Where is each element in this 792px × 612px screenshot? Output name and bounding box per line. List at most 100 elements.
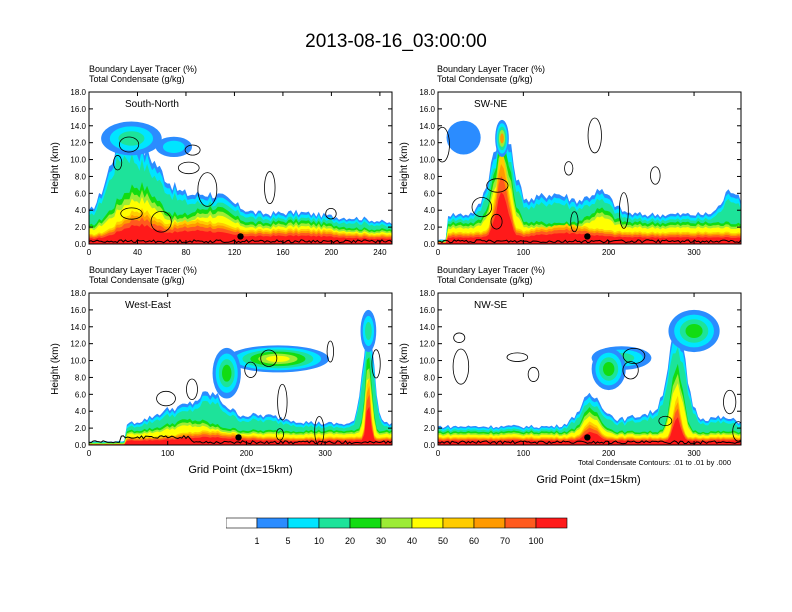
y-tick-label: 14.0	[419, 122, 435, 131]
subtitle-line1: Boundary Layer Tracer (%)	[89, 265, 198, 275]
colorbar-swatch	[535, 517, 568, 529]
colorbar-swatch	[380, 517, 413, 529]
y-tick-label: 12.0	[70, 340, 86, 349]
colorbar-swatch	[226, 517, 258, 529]
terrain-line	[438, 440, 741, 445]
y-tick-label: 2.0	[75, 223, 87, 232]
condensate-contour	[527, 366, 540, 382]
condensate-contour	[622, 361, 639, 380]
condensate-contour	[732, 421, 741, 442]
y-tick-label: 16.0	[419, 105, 435, 114]
condensate-contour	[453, 332, 466, 343]
x-tick-label: 300	[318, 449, 332, 458]
x-tick-label: 300	[687, 449, 701, 458]
anvil-band-1-4	[500, 133, 504, 144]
tracer-band-2	[438, 346, 741, 445]
y-tick-label: 12.0	[419, 139, 435, 148]
colorbar-swatch	[256, 517, 289, 529]
plot-frame	[437, 91, 742, 245]
y-axis-label: Height (km)	[50, 142, 61, 194]
colorbar-label: 70	[500, 536, 510, 546]
anvil-band-2-3	[603, 361, 615, 377]
panel-subtitle: Boundary Layer Tracer (%) Total Condensa…	[437, 64, 545, 84]
anvil-band-0-3	[685, 323, 703, 339]
condensate-contour	[618, 192, 629, 229]
colorbar-label: 1	[254, 536, 259, 546]
y-tick-label: 16.0	[419, 306, 435, 315]
x-tick-label: 80	[182, 248, 191, 257]
location-marker	[235, 434, 242, 441]
condensate-contour	[622, 347, 646, 364]
subtitle-line2: Total Condensate (g/kg)	[89, 275, 185, 285]
y-tick-label: 2.0	[424, 424, 436, 433]
x-tick-label: 160	[276, 248, 290, 257]
y-tick-label: 6.0	[75, 189, 87, 198]
plot-frame	[88, 91, 393, 245]
condensate-contour	[658, 415, 673, 427]
figure-title: 2013-08-16_03:00:00	[305, 31, 487, 52]
tracer-band-9	[438, 192, 741, 244]
location-marker	[584, 233, 591, 240]
contour-footnote: Total Condensate Contours: .01 to .01 by…	[578, 458, 732, 467]
condensate-contour	[486, 178, 509, 193]
y-tick-label: 6.0	[424, 189, 436, 198]
subtitle-line1: Boundary Layer Tracer (%)	[437, 64, 546, 74]
colorbar-label: 40	[407, 536, 417, 546]
y-tick-label: 2.0	[424, 223, 436, 232]
y-tick-label: 18.0	[419, 289, 435, 298]
y-tick-label: 10.0	[70, 357, 86, 366]
y-tick-label: 0.0	[424, 240, 436, 249]
cross-section-title: NW-SE	[474, 300, 507, 311]
tracer-band-3	[438, 363, 741, 445]
colorbar-label: 30	[376, 536, 386, 546]
condensate-contour	[564, 161, 574, 176]
plot-frame	[437, 292, 742, 446]
y-axis-label: Height (km)	[50, 343, 61, 395]
x-tick-label: 100	[517, 449, 531, 458]
cross-section-chart: 0.0 2.0 4.0 6.0 8.0 10.0 12.0 14.0 16.0 18.0 0 100 2…	[399, 88, 742, 257]
y-tick-label: 14.0	[70, 122, 86, 131]
x-axis-label: Grid Point (dx=15km)	[188, 464, 293, 476]
condensate-contour	[325, 207, 337, 220]
cross-section-chart: 0.0 2.0 4.0 6.0 8.0 10.0 12.0 14.0 16.0 18.0 0 40 80…	[50, 88, 393, 257]
x-tick-label: 40	[133, 248, 142, 257]
condensate-contour	[371, 349, 381, 379]
colorbar-swatch	[473, 517, 506, 529]
y-tick-label: 18.0	[419, 88, 435, 97]
colorbar: 1 5 10 20 30 40 50 60 70 100	[226, 517, 568, 546]
condensate-contour	[506, 352, 529, 362]
y-tick-label: 8.0	[75, 373, 87, 382]
terrain-line	[89, 434, 392, 445]
x-tick-label: 240	[373, 248, 387, 257]
y-tick-label: 6.0	[424, 390, 436, 399]
x-tick-label: 0	[436, 248, 441, 257]
anvil-band-1-3	[222, 364, 232, 382]
colorbar-swatch	[318, 517, 351, 529]
y-tick-label: 0.0	[424, 441, 436, 450]
condensate-contour	[452, 348, 470, 385]
x-tick-label: 300	[687, 248, 701, 257]
anvil-band-0-2	[118, 131, 145, 146]
y-tick-label: 8.0	[75, 172, 87, 181]
condensate-contour	[650, 166, 661, 185]
tracer-band-7	[438, 164, 741, 244]
x-tick-label: 0	[436, 449, 441, 458]
condensate-contour	[120, 207, 143, 220]
cross-section-title: South-North	[125, 99, 179, 110]
colorbar-label: 5	[285, 536, 290, 546]
x-tick-label: 200	[240, 449, 254, 458]
y-axis-label: Height (km)	[399, 142, 410, 194]
y-tick-label: 10.0	[419, 357, 435, 366]
subtitle-line2: Total Condensate (g/kg)	[437, 74, 533, 84]
y-tick-label: 4.0	[424, 407, 436, 416]
tracer-band-5	[438, 383, 741, 445]
condensate-contour	[244, 361, 257, 378]
x-tick-label: 0	[87, 248, 92, 257]
y-tick-label: 2.0	[75, 424, 87, 433]
condensate-contour	[275, 428, 284, 441]
condensate-contour	[113, 155, 123, 171]
y-tick-label: 8.0	[424, 172, 436, 181]
colorbar-swatch	[442, 517, 475, 529]
anvil-band-1-1	[162, 140, 185, 153]
cross-section-chart: 0.0 2.0 4.0 6.0 8.0 10.0 12.0 14.0 16.0 18.0 0 100 2…	[399, 289, 742, 458]
